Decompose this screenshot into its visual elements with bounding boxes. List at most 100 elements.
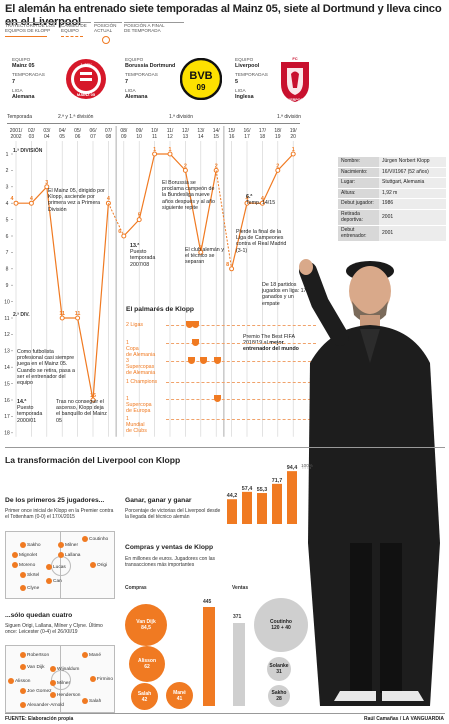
profile-key: Debut jugador: — [338, 198, 380, 210]
profile-table: Nombre: Jürgen Norbert Klopp Nacimiento: 16… — [338, 157, 446, 243]
season-label: 2002 — [10, 134, 21, 140]
season-point — [259, 200, 265, 206]
season-label: 05 — [59, 134, 65, 140]
club-dortmund-info: EQUIPO Borussia Dortmund TEMPORADAS 7 LI… — [125, 57, 176, 101]
trophy-icon — [200, 357, 207, 364]
season-point — [275, 167, 281, 173]
rank-label: 13 — [4, 349, 10, 355]
player-name: Milner — [65, 542, 79, 548]
sell-bubble-coutinho: Coutinho 120 + 40 — [254, 598, 308, 652]
season-point — [13, 200, 19, 206]
season-point — [198, 249, 204, 255]
point-value-label: 7 — [199, 245, 202, 251]
point-value-label: 11 — [75, 311, 81, 317]
mainz-badge-logo: MAINZ 05 1. FSV — [66, 59, 106, 99]
player-name: Coutinho — [89, 536, 109, 542]
profile-row: Altura: 1,92 m — [338, 188, 446, 200]
profile-key: Nacimiento: — [338, 167, 380, 179]
season-label: 10/ — [151, 128, 159, 134]
season-label: 06 — [75, 134, 81, 140]
season-point — [229, 266, 235, 272]
win-bar-label: 44,2 — [227, 493, 238, 499]
win-bar-label: 71,7 — [272, 478, 283, 484]
trophy-icon — [186, 321, 193, 328]
player-name: Origi — [97, 562, 108, 568]
rank-label: 6 — [6, 234, 9, 240]
season-label: 15/ — [228, 128, 236, 134]
point-value-label: 4 — [261, 196, 264, 202]
point-value-label: 2 — [215, 163, 218, 169]
klopp-photo — [299, 259, 440, 706]
profile-key: Debut entrenador: — [338, 225, 380, 243]
player-dot — [20, 585, 26, 591]
first-eleven-title: De los primeros 25 jugadores... — [5, 497, 105, 504]
profile-key: Retirada deportiva: — [338, 209, 380, 227]
palmares-leader-line — [166, 382, 316, 383]
liverpool-badge-logo: FC LIVERPOOL — [281, 56, 309, 102]
rank-label: 14 — [4, 365, 10, 371]
player-dot — [12, 562, 18, 568]
buy-bubble-salah: Salah 42 — [131, 683, 158, 710]
player-name: Firmino — [97, 676, 113, 682]
section-divider — [5, 447, 445, 448]
footer-source: FUENTE: Elaboración propia — [5, 716, 74, 722]
point-value-label: 5 — [138, 213, 141, 219]
profile-value: Stuttgart, Alemania — [379, 177, 446, 189]
win-bar-label: 55,3 — [257, 487, 268, 493]
player-dot — [12, 552, 18, 558]
division-1-label: 1.ª división — [169, 114, 194, 120]
player-name: Van Dijk — [27, 664, 45, 670]
point-value-label: 16 — [90, 393, 96, 399]
player-name: Salah — [89, 698, 102, 704]
season-label: 04/ — [59, 128, 67, 134]
palmares-item: 1 Copa de Alemania — [126, 340, 156, 358]
season-label: 04 — [44, 134, 50, 140]
division-2-label: 2.ª y 1.ª división — [58, 114, 94, 120]
ventas-total: 371 — [233, 614, 242, 620]
svg-text:BVB: BVB — [189, 70, 212, 82]
buy-bubble-mane: Mané 41 — [166, 682, 193, 709]
trophy-icon — [188, 357, 195, 364]
win-bar-label: 100% — [301, 463, 313, 468]
profile-row: Retirada deportiva: 2001 — [338, 209, 446, 227]
last-eleven-title: ...sólo quedan cuatro — [5, 612, 73, 619]
club-liverpool-info: EQUIPO Liverpool TEMPORADAS 5 LIGA Ingle… — [235, 57, 268, 101]
player-name: Henderson — [57, 692, 81, 698]
compras-total-bar — [203, 607, 215, 706]
legend-dashed-icon — [61, 36, 83, 37]
win-bar-label: 94,4 — [287, 465, 298, 471]
footer-credit: Raúl Camañas / LA VANGUARDIA — [363, 716, 444, 722]
palmares-leader-line — [166, 361, 316, 362]
player-name: Milner — [57, 680, 71, 686]
season-point — [136, 217, 142, 223]
buy-bubble-vandijk: Van Dijk 84,5 — [125, 604, 167, 646]
season-point — [290, 151, 296, 157]
season-label: 03 — [29, 134, 35, 140]
season-label: 14 — [198, 134, 204, 140]
season-label: 12 — [167, 134, 173, 140]
player-dot — [90, 676, 96, 682]
season-label: 19/ — [290, 128, 298, 134]
season-label: 10 — [136, 134, 142, 140]
player-name: Moreno — [19, 562, 36, 568]
section2-title: La transformación del Liverpool con Klop… — [5, 455, 181, 465]
player-name: Lucas — [53, 564, 66, 570]
player-name: Lallana — [65, 552, 81, 558]
palmares-list: 2 Ligas 1 Copa de Alemania 3 Supercopas de Ale… — [126, 321, 326, 442]
note-liverpool-final: Pierde la final de la Liga de Campeones … — [236, 229, 287, 254]
profile-value: 2001 — [379, 225, 446, 243]
point-value-label: 3 — [45, 180, 48, 186]
point-value-label: 4 — [107, 196, 110, 202]
sell-bubble-sakho: Sakho 28 — [268, 685, 290, 707]
rank-label: 2 — [6, 168, 9, 174]
player-name: Mané — [89, 652, 101, 658]
legend-trajectory: TRAYECTORIA DE LOS EQUIPOS DE KLOPP — [5, 22, 57, 47]
note-mainz-14: 14.ª Puesto temporada 2000/01 — [17, 399, 43, 424]
point-value-label: 11 — [59, 311, 65, 317]
palmares-leader-line — [166, 399, 316, 400]
win-text: Porcentaje de victorias del Liverpool de… — [125, 508, 221, 520]
player-dot — [50, 666, 56, 672]
rank-label: 11 — [4, 316, 9, 322]
team-change-line — [107, 202, 125, 237]
point-value-label: 4 — [11, 196, 14, 202]
